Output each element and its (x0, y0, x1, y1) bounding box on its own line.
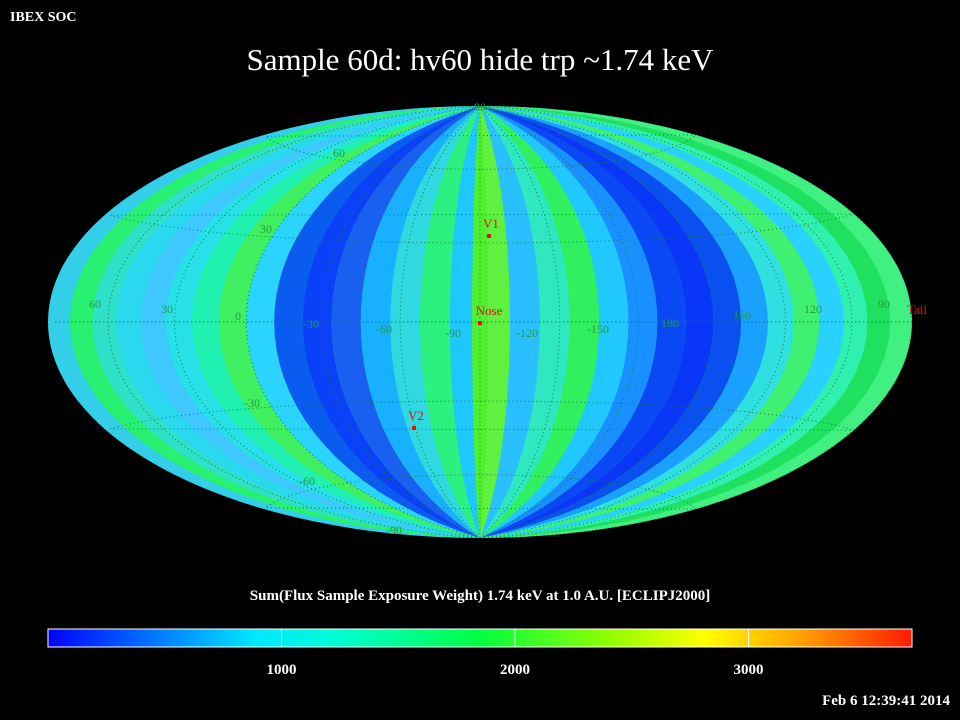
map-bands-group (48, 106, 912, 538)
colorbar-ticks: 1000 2000 3000 (267, 629, 764, 678)
marker-label-nose: Nose (476, 303, 503, 318)
longitude-line (173, 106, 481, 538)
longitude-line (107, 106, 481, 538)
marker-label-v2: V2 (408, 408, 424, 423)
map-band (331, 106, 480, 538)
map-band (218, 106, 481, 538)
longitude-line (245, 106, 481, 538)
colorbar-gradient (47, 628, 913, 648)
map-band (302, 106, 480, 538)
marker-dot-v1 (487, 234, 491, 238)
longitude-label: -60 (376, 322, 392, 336)
longitude-label: 60 (89, 297, 101, 311)
latitude-line (110, 213, 855, 244)
latitude-label: -30 (244, 396, 260, 410)
colorbar: 1000 2000 3000 (47, 628, 913, 678)
longitude-label: -150 (587, 322, 609, 336)
longitude-line (321, 106, 481, 538)
map-band (420, 106, 480, 538)
longitude-line (479, 106, 853, 538)
map-band (480, 106, 768, 538)
latitude-label: -60 (299, 474, 315, 488)
colorbar-tick-label: 1000 (267, 662, 297, 678)
map-band (450, 106, 480, 538)
longitude-line (479, 106, 715, 538)
longitude-label: -120 (516, 326, 538, 340)
colorbar-tick-label: 2000 (500, 662, 530, 678)
map-band (246, 106, 480, 538)
map-band (192, 106, 480, 538)
marker-label-tail: Tail (907, 302, 927, 317)
colorbar-tick-label: 3000 (734, 662, 764, 678)
longitude-label: 180 (661, 316, 679, 330)
map-band (480, 106, 570, 538)
longitude-labels: 60 30 0 -30 -60 -90 -120 -150 180 150 120 90 (89, 297, 890, 340)
map-title: Sample 60d: hv60 hide trp ~1.74 keV (246, 42, 714, 77)
longitude-label: 120 (804, 302, 822, 316)
longitude-label: 30 (161, 302, 173, 316)
map-markers: V1 Nose V2 Tail (408, 216, 927, 430)
marker-dot-nose (478, 321, 482, 325)
longitude-label: 0 (235, 309, 241, 323)
map-band (480, 106, 540, 538)
longitude-line (479, 106, 639, 538)
longitude-label: 150 (733, 308, 751, 322)
latitude-label: 60 (333, 146, 345, 160)
longitude-line (479, 106, 787, 538)
map-band (480, 106, 714, 538)
longitude-label: -30 (303, 317, 319, 331)
timestamp: Feb 6 12:39:41 2014 (822, 693, 950, 709)
latitude-label: -90 (386, 523, 402, 537)
marker-label-v1: V1 (483, 216, 499, 231)
longitude-line (479, 106, 561, 538)
map-band (360, 106, 480, 538)
map-band (480, 106, 686, 538)
map-band (480, 106, 658, 538)
longitude-label: -90 (445, 326, 461, 340)
latitude-label: 90 (474, 100, 486, 114)
organization-label: IBEX SOC (10, 10, 77, 25)
longitude-line (399, 106, 481, 538)
map-band (274, 106, 480, 538)
colorbar-title: Sum(Flux Sample Exposure Weight) 1.74 ke… (249, 588, 711, 604)
map-band (480, 106, 629, 538)
marker-dot-v2 (412, 426, 416, 430)
map-band (480, 106, 742, 538)
latitude-label: 30 (260, 222, 272, 236)
latitude-labels: 90 60 30 -30 -60 -90 (244, 100, 486, 537)
longitude-label: 90 (878, 297, 890, 311)
